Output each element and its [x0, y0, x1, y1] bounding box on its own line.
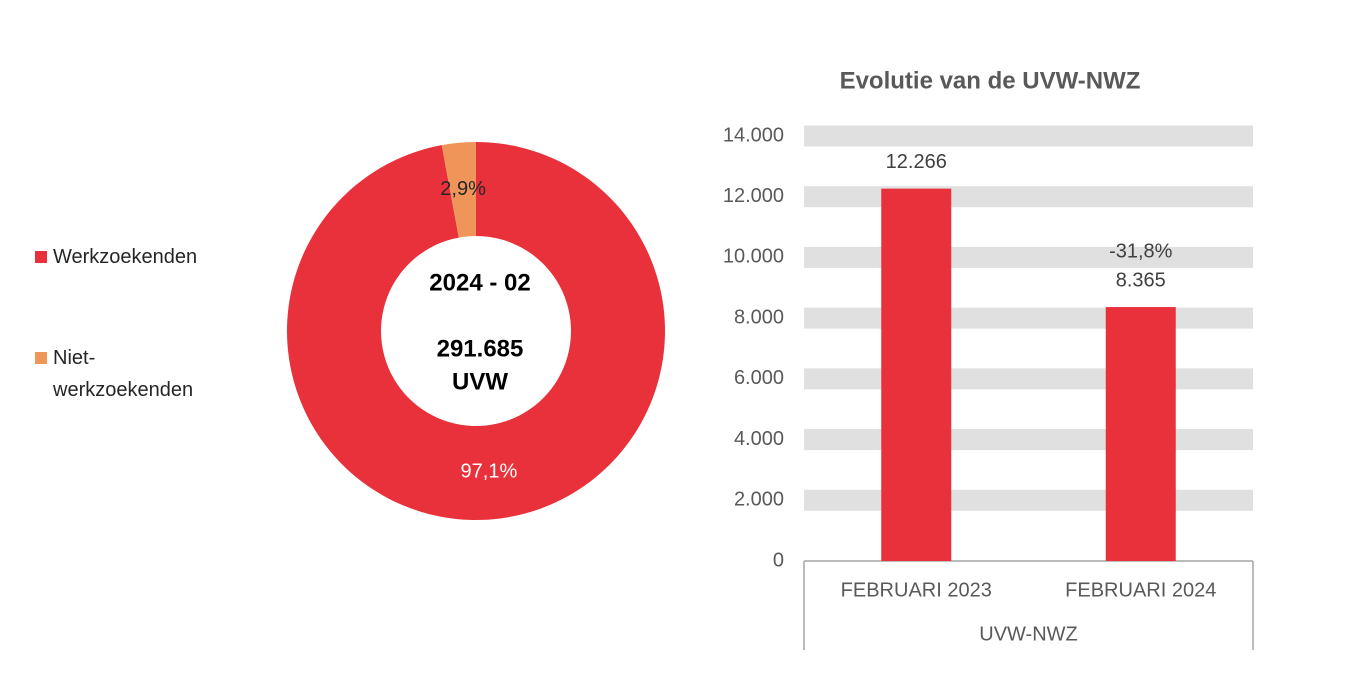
y-tick-label: 2.000 [734, 489, 784, 511]
y-tick-label: 0 [773, 549, 784, 571]
slice-label: 97,1% [461, 461, 518, 483]
grid-band [804, 186, 1253, 208]
grid-band [804, 368, 1253, 390]
bar [1105, 307, 1176, 561]
grid-band [804, 307, 1253, 329]
donut-slice [287, 142, 665, 520]
y-tick-label: 6.000 [734, 367, 784, 389]
x-group-label: UVW-NWZ [979, 623, 1078, 645]
y-tick-label: 12.000 [723, 185, 784, 207]
grid-band [804, 429, 1253, 451]
grid-band [804, 489, 1253, 511]
y-tick-label: 8.000 [734, 306, 784, 328]
data-label: 8.365 [1116, 269, 1166, 291]
donut-slice [441, 142, 476, 238]
grid-band [804, 246, 1253, 268]
legend-item: Werkzoekenden [35, 241, 225, 273]
y-tick-label: 10.000 [723, 246, 784, 268]
legend-swatch [35, 352, 47, 364]
annotation: -31,8% [1109, 240, 1173, 262]
center-text: 2024 - 02 [429, 269, 530, 296]
y-tick-label: 4.000 [734, 428, 784, 450]
x-tick-label: FEBRUARI 2024 [1065, 579, 1216, 601]
legend-item: Niet-werkzoekenden [35, 342, 225, 406]
legend-label: Werkzoekenden [53, 246, 198, 268]
data-label: 12.266 [886, 151, 947, 173]
center-text: 291.685 [437, 335, 524, 362]
center-text: UVW [452, 368, 508, 395]
chart-title: Evolutie van de UVW-NWZ [840, 67, 1141, 94]
bar [881, 188, 952, 561]
y-tick-label: 14.000 [723, 124, 784, 146]
grid-band [804, 125, 1253, 147]
legend-swatch [35, 251, 47, 263]
slice-label: 2,9% [440, 178, 486, 200]
legend-label: Niet-werkzoekenden [53, 347, 194, 401]
x-tick-label: FEBRUARI 2023 [841, 579, 992, 601]
